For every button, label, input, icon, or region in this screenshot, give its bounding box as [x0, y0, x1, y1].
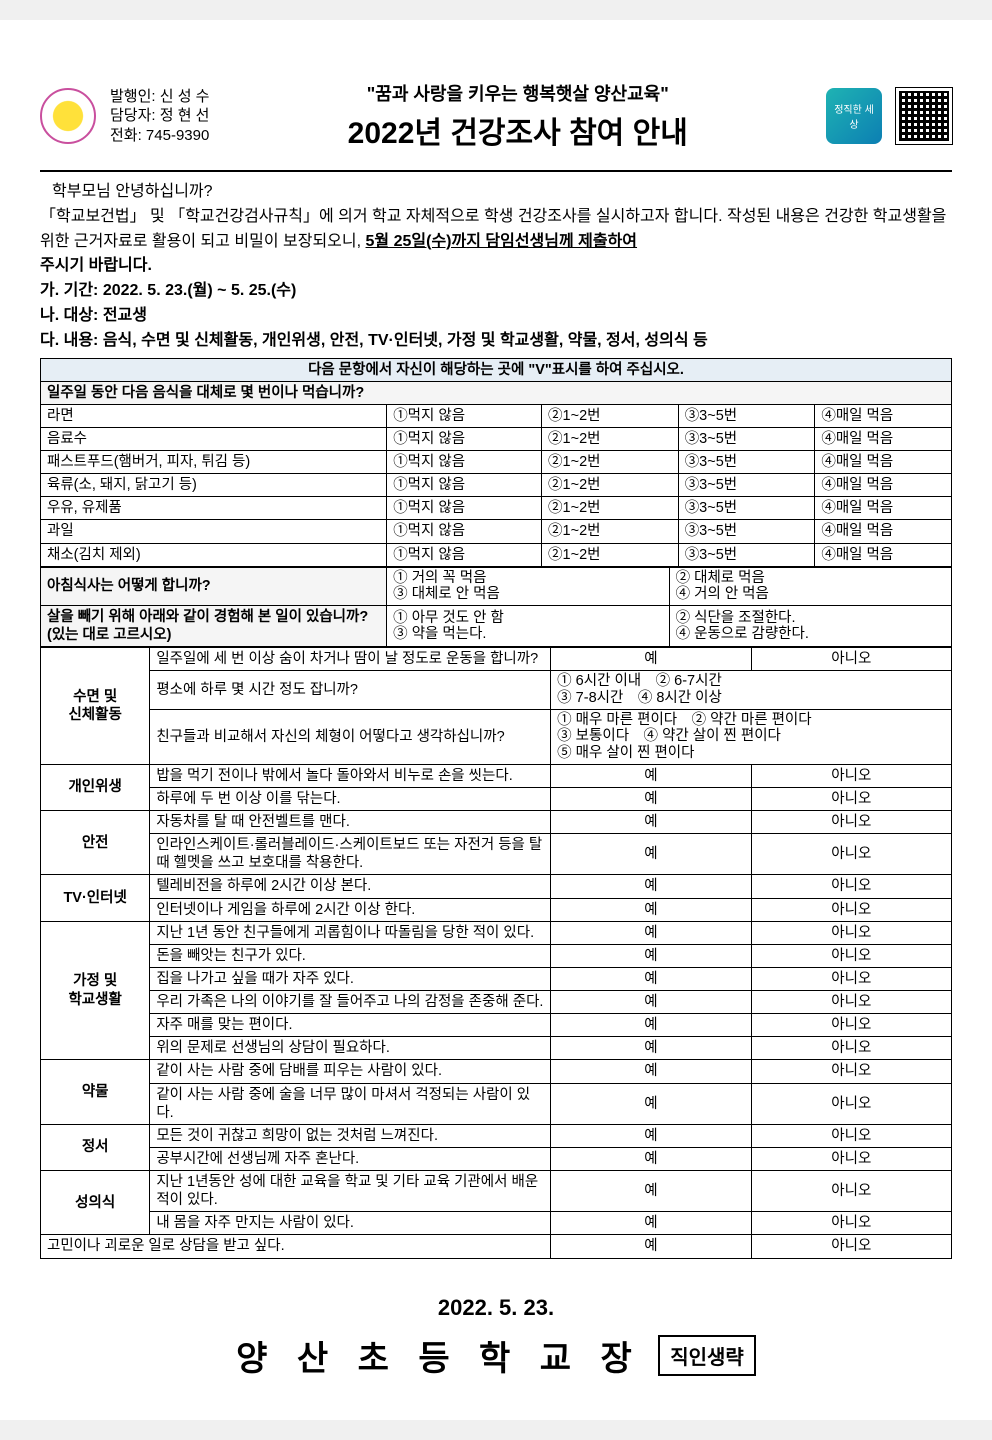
sleep-q3: 친구들과 비교해서 자신의 체형이 어떻다고 생각하십니까? — [150, 709, 551, 764]
phone-line: 전화: 745-9390 — [110, 126, 209, 146]
publisher-block: 발행인: 신 성 수 담당자: 정 현 선 전화: 745-9390 — [110, 87, 209, 146]
intro-content: 다. 내용: 음식, 수면 및 신체활동, 개인위생, 안전, TV·인터넷, … — [40, 329, 952, 354]
stamp-box: 직인생략 — [658, 1335, 756, 1376]
last-q: 고민이나 괴로운 일로 상담을 받고 싶다. — [41, 1235, 551, 1258]
food-row: 패스트푸드(햄버거, 피자, 튀김 등)①먹지 않음②1~2번③3~5번④매일 … — [41, 451, 952, 474]
school-logo-icon — [40, 88, 96, 144]
cat-sleep: 수면 및 신체활동 — [41, 648, 150, 764]
food-row: 채소(김치 제외)①먹지 않음②1~2번③3~5번④매일 먹음 — [41, 543, 952, 566]
campaign-badge-icon: 정직한 세상 — [826, 88, 882, 144]
cat-sex: 성의식 — [41, 1171, 150, 1235]
diet-q: 살을 빼기 위해 아래와 같이 경험해 본 일이 있습니까? (있는 대로 고르… — [41, 606, 387, 647]
title-main: 2022년 건강조사 참여 안내 — [223, 108, 812, 152]
food-row: 라면①먹지 않음②1~2번③3~5번④매일 먹음 — [41, 404, 952, 427]
intro-target: 나. 대상: 전교생 — [40, 304, 952, 329]
intro-text: 학부모님 안녕하십니까? 「학교보건법」 및 「학교건강검사규칙」에 의거 학교… — [40, 180, 952, 354]
footer-date: 2022. 5. 23. — [40, 1295, 952, 1321]
category-table: 수면 및 신체활동 일주일에 세 번 이상 숨이 차거나 땀이 날 정도로 운동… — [40, 647, 952, 1258]
cat-mood: 정서 — [41, 1124, 150, 1170]
food-row: 음료수①먹지 않음②1~2번③3~5번④매일 먹음 — [41, 427, 952, 450]
header: 발행인: 신 성 수 담당자: 정 현 선 전화: 745-9390 "꿈과 사… — [40, 80, 952, 152]
sleep-q2-opts[interactable]: ① 6시간 이내 ② 6-7시간 ③ 7-8시간 ④ 8시간 이상 — [551, 671, 952, 709]
intro-body: 「학교보건법」 및 「학교건강검사규칙」에 의거 학교 자체적으로 학생 건강조… — [40, 205, 952, 255]
footer-sign: 양 산 초 등 학 교 장 — [236, 1331, 642, 1380]
cat-hygiene: 개인위생 — [41, 764, 150, 810]
cat-safety: 안전 — [41, 811, 150, 875]
food-row: 우유, 유제품①먹지 않음②1~2번③3~5번④매일 먹음 — [41, 497, 952, 520]
intro-body-2: 주시기 바랍니다. — [40, 254, 952, 279]
breakfast-q: 아침식사는 어떻게 합니까? — [41, 567, 387, 605]
sleep-q2: 평소에 하루 몇 시간 정도 잡니까? — [150, 671, 551, 709]
qr-code-icon — [896, 88, 952, 144]
contact-line: 담당자: 정 현 선 — [110, 106, 209, 126]
food-question: 일주일 동안 다음 음식을 대체로 몇 번이나 먹습니까? — [41, 381, 952, 404]
intro-period: 가. 기간: 2022. 5. 23.(월) ~ 5. 25.(수) — [40, 279, 952, 304]
title-block: "꿈과 사랑을 키우는 행복햇살 양산교육" 2022년 건강조사 참여 안내 — [223, 80, 812, 152]
divider — [40, 170, 952, 172]
greeting: 학부모님 안녕하십니까? — [52, 180, 952, 205]
sleep-q3-opts[interactable]: ① 매우 마른 편이다 ② 약간 마른 편이다 ③ 보통이다 ④ 약간 살이 찐… — [551, 709, 952, 764]
food-table: 다음 문항에서 자신이 해당하는 곳에 "V"표시를 하여 주십시오. 일주일 … — [40, 358, 952, 567]
cat-home: 가정 및 학교생활 — [41, 921, 150, 1060]
cat-tv: TV·인터넷 — [41, 875, 150, 921]
title-subtitle: "꿈과 사랑을 키우는 행복햇살 양산교육" — [223, 80, 812, 106]
sleep-q1: 일주일에 세 번 이상 숨이 차거나 땀이 날 정도로 운동을 합니까? — [150, 648, 551, 671]
food-row: 육류(소, 돼지, 닭고기 등)①먹지 않음②1~2번③3~5번④매일 먹음 — [41, 474, 952, 497]
food-row: 과일①먹지 않음②1~2번③3~5번④매일 먹음 — [41, 520, 952, 543]
footer: 2022. 5. 23. 양 산 초 등 학 교 장 직인생략 — [40, 1295, 952, 1380]
publisher-line: 발행인: 신 성 수 — [110, 87, 209, 107]
intro-deadline: 5월 25일(수)까지 담임선생님께 제출하여 — [366, 233, 638, 250]
breakfast-table: 아침식사는 어떻게 합니까? ① 거의 꼭 먹음③ 대체로 안 먹음 ② 대체로… — [40, 567, 952, 648]
survey-instruction: 다음 문항에서 자신이 해당하는 곳에 "V"표시를 하여 주십시오. — [41, 358, 952, 381]
cat-drug: 약물 — [41, 1060, 150, 1124]
page: 발행인: 신 성 수 담당자: 정 현 선 전화: 745-9390 "꿈과 사… — [0, 20, 992, 1420]
